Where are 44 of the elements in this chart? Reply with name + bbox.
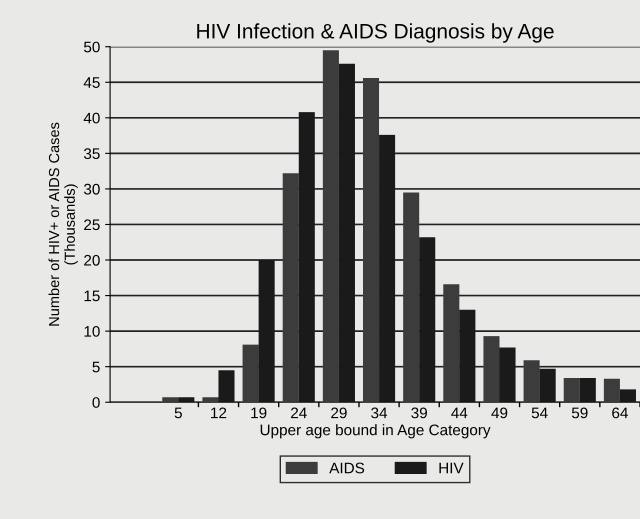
x-tick-label: 12 [211, 407, 226, 418]
x-tick-label: 24 [291, 407, 307, 418]
x-tick-label: 49 [491, 407, 508, 418]
bar [443, 284, 460, 402]
bar [178, 397, 194, 402]
x-tick-label: 34 [371, 407, 388, 418]
y-axis-title: Number of HIV+ or AIDS Cases (Thousands) [48, 122, 78, 326]
y-tick-label: 5 [92, 362, 100, 372]
bar [564, 378, 580, 402]
bar [524, 360, 540, 402]
x-tick-label: 59 [572, 407, 588, 418]
chart-title: HIV Infection & AIDS Diagnosis by Age [197, 23, 554, 43]
legend-label: HIV [439, 462, 464, 474]
bar [282, 173, 299, 402]
x-axis-title: Upper age bound in Age Category [260, 424, 491, 438]
y-tick-label: 25 [84, 219, 100, 230]
bar [322, 50, 339, 402]
x-tick-label: 39 [411, 407, 427, 418]
y-tick-label: 40 [84, 112, 100, 124]
bar [604, 378, 620, 402]
bar [580, 378, 596, 402]
bar [483, 336, 500, 402]
bar [202, 397, 218, 402]
bar [403, 192, 420, 402]
bar [620, 389, 636, 402]
x-tick-label: 19 [251, 407, 266, 418]
y-tick-label: 45 [84, 77, 100, 88]
y-tick-label: 10 [84, 326, 100, 337]
bar [162, 397, 178, 402]
y-tick-label: 35 [84, 148, 100, 160]
x-tick-label: 29 [331, 407, 347, 418]
x-tick-label: 64 [612, 407, 628, 418]
bar [218, 370, 235, 402]
y-tick-label: 15 [84, 290, 100, 302]
y-tick-label: 50 [84, 42, 100, 52]
x-tick-label: 5 [174, 408, 182, 418]
y-tick-label: 30 [84, 184, 100, 195]
bar [242, 344, 259, 402]
bar [362, 78, 380, 402]
legend-label: AIDS [329, 462, 364, 474]
x-tick-label: 44 [451, 408, 468, 418]
x-tick-label: 54 [532, 408, 548, 418]
y-tick-label: 0 [92, 397, 100, 408]
y-tick-label: 20 [84, 254, 100, 266]
